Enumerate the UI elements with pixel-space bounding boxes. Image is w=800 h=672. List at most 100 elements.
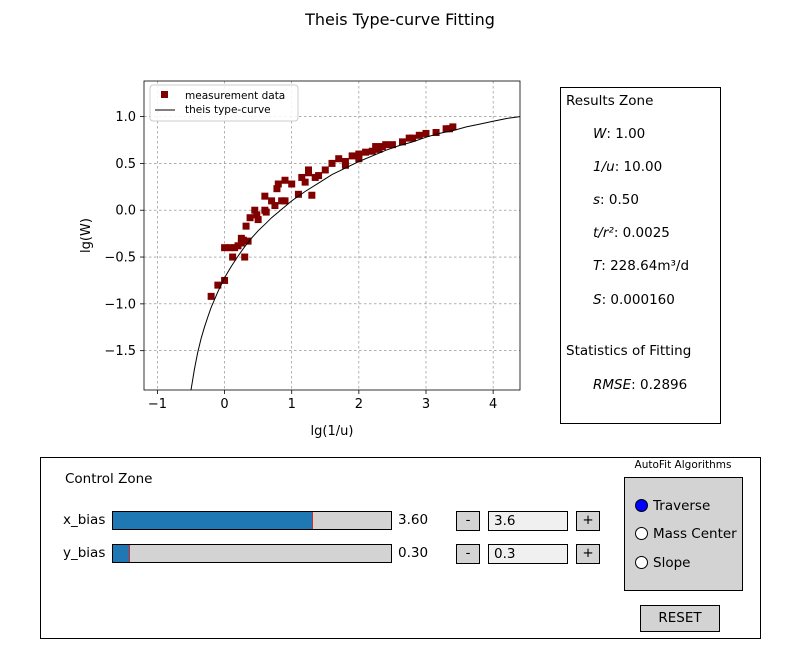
y-bias-value: 0.30 bbox=[398, 545, 429, 561]
measurement-point bbox=[409, 134, 417, 142]
measurement-point bbox=[271, 202, 279, 210]
measurement-point bbox=[399, 138, 406, 146]
measurement-point bbox=[268, 197, 276, 205]
x-tick-label: 3 bbox=[422, 397, 430, 412]
x-bias-increment-button[interactable]: + bbox=[576, 511, 600, 531]
measurement-point bbox=[388, 141, 396, 149]
y-axis-label: lg(W) bbox=[79, 218, 94, 253]
legend: measurement data theis type-curve bbox=[149, 84, 299, 122]
measurement-point bbox=[298, 173, 306, 181]
radio-label: Traverse bbox=[653, 498, 711, 514]
measurement-point bbox=[288, 180, 296, 188]
x-bias-input[interactable]: 3.6 bbox=[488, 511, 568, 531]
result-rmse: RMSE: 0.2896 bbox=[593, 377, 687, 393]
result-label: 1/u bbox=[593, 159, 615, 175]
measurement-point bbox=[328, 159, 336, 167]
radio-label: Mass Center bbox=[653, 526, 737, 542]
y-bias-slider-handle[interactable] bbox=[128, 545, 130, 562]
plot-area bbox=[144, 81, 520, 390]
x-tick-label: 4 bbox=[489, 397, 497, 412]
legend-box bbox=[149, 84, 299, 122]
measurement-point bbox=[308, 191, 316, 199]
result-label: T bbox=[593, 258, 602, 274]
measurement-point bbox=[214, 281, 222, 289]
measurement-point bbox=[315, 172, 323, 180]
legend-label: measurement data bbox=[185, 90, 285, 102]
measurement-point bbox=[355, 150, 363, 158]
y-bias-label: y_bias bbox=[63, 545, 106, 561]
result-sep: : bbox=[606, 126, 616, 142]
result-sep: : bbox=[601, 292, 611, 308]
measurement-point bbox=[207, 292, 215, 300]
measurement-point bbox=[415, 131, 423, 139]
measurement-point bbox=[262, 208, 270, 216]
measurement-point bbox=[274, 180, 282, 188]
measurement-point bbox=[355, 155, 363, 163]
measurement-point bbox=[273, 185, 281, 193]
y-bias-slider-fill bbox=[113, 545, 130, 562]
result-value: 0.2896 bbox=[639, 377, 688, 393]
measurement-point bbox=[294, 190, 302, 198]
result-value: 228.64m³/d bbox=[610, 258, 690, 274]
measurement-point bbox=[281, 176, 289, 184]
result-t-over-r2: t/r²: 0.0025 bbox=[593, 225, 670, 241]
y-tick-label: 0.5 bbox=[115, 157, 136, 172]
measurement-point bbox=[244, 237, 252, 245]
results-zone: Results Zone W: 1.00 1/u: 10.00 s: 0.50 … bbox=[560, 87, 721, 424]
legend-marker-icon bbox=[161, 91, 168, 98]
result-storativity: S: 0.000160 bbox=[593, 292, 675, 308]
y-bias-slider[interactable] bbox=[112, 544, 392, 563]
radio-slope[interactable]: Slope bbox=[635, 555, 690, 571]
measurement-point bbox=[246, 214, 254, 222]
y-tick-label: −0.5 bbox=[104, 251, 136, 266]
y-tick-label: −1.5 bbox=[104, 344, 136, 359]
result-value: 1.00 bbox=[615, 126, 646, 142]
x-tick-label: −1 bbox=[148, 397, 167, 412]
legend-label: theis type-curve bbox=[185, 104, 271, 116]
x-bias-slider-fill bbox=[113, 512, 314, 529]
result-1-over-u: 1/u: 10.00 bbox=[593, 159, 662, 175]
y-bias-decrement-button[interactable]: - bbox=[456, 544, 480, 564]
x-bias-slider[interactable] bbox=[112, 511, 392, 530]
radio-mass-center[interactable]: Mass Center bbox=[635, 526, 737, 542]
measurement-point bbox=[281, 197, 289, 205]
result-value: 0.000160 bbox=[610, 292, 675, 308]
y-tick-label: 0.0 bbox=[115, 204, 136, 219]
result-w: W: 1.00 bbox=[593, 126, 645, 142]
x-bias-label: x_bias bbox=[63, 512, 106, 528]
reset-button[interactable]: RESET bbox=[640, 605, 720, 632]
result-label: s bbox=[593, 192, 601, 208]
measurement-point bbox=[251, 206, 259, 214]
result-label: RMSE bbox=[593, 377, 632, 393]
figure-title: Theis Type-curve Fitting bbox=[305, 10, 495, 29]
autofit-title: AutoFit Algorithms bbox=[634, 459, 732, 471]
measurement-point bbox=[221, 244, 229, 252]
x-tick-label: 0 bbox=[220, 397, 228, 412]
measurement-point bbox=[261, 192, 269, 200]
radio-traverse[interactable]: Traverse bbox=[635, 498, 710, 514]
result-value: 0.0025 bbox=[622, 225, 670, 241]
measurement-point bbox=[242, 222, 250, 230]
x-tick-label: 1 bbox=[288, 397, 296, 412]
x-axis-label: lg(1/u) bbox=[311, 424, 354, 439]
x-bias-value: 3.60 bbox=[398, 512, 429, 528]
theis-type-curve-line bbox=[190, 116, 520, 390]
measurement-point bbox=[321, 166, 329, 174]
radio-label: Slope bbox=[653, 555, 691, 571]
stats-title: Statistics of Fitting bbox=[566, 343, 692, 359]
y-bias-increment-button[interactable]: + bbox=[576, 544, 600, 564]
measurement-point bbox=[449, 123, 457, 131]
result-label: S bbox=[593, 292, 602, 308]
radio-dot-icon bbox=[635, 527, 648, 540]
measurement-point bbox=[229, 253, 237, 261]
x-bias-slider-handle[interactable] bbox=[312, 512, 314, 529]
result-value: 0.50 bbox=[608, 192, 639, 208]
measurement-point bbox=[422, 129, 430, 137]
measurement-point bbox=[241, 253, 249, 261]
result-sep: : bbox=[613, 225, 623, 241]
y-bias-input[interactable]: 0.3 bbox=[488, 544, 568, 564]
result-sep: : bbox=[600, 192, 609, 208]
result-label: t/r² bbox=[593, 225, 614, 241]
x-bias-decrement-button[interactable]: - bbox=[456, 511, 480, 531]
